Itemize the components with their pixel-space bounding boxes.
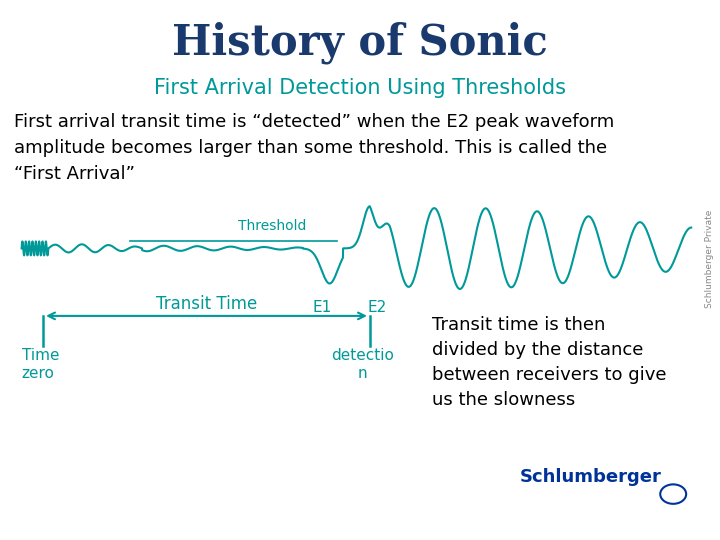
- Text: Time
zero: Time zero: [22, 348, 59, 381]
- Text: First arrival transit time is “detected” when the E2 peak waveform
amplitude bec: First arrival transit time is “detected”…: [14, 113, 615, 183]
- Text: First Arrival Detection Using Thresholds: First Arrival Detection Using Thresholds: [154, 78, 566, 98]
- Text: History of Sonic: History of Sonic: [172, 22, 548, 64]
- Text: Schlumberger Private: Schlumberger Private: [705, 210, 714, 308]
- Text: Threshold: Threshold: [238, 219, 306, 233]
- Text: E1: E1: [312, 300, 332, 315]
- Text: E2: E2: [367, 300, 387, 315]
- Text: Transit Time: Transit Time: [156, 295, 257, 313]
- Text: Schlumberger: Schlumberger: [519, 468, 662, 486]
- Text: Transit time is then
divided by the distance
between receivers to give
us the sl: Transit time is then divided by the dist…: [432, 316, 667, 409]
- Text: detectio
n: detectio n: [331, 348, 394, 381]
